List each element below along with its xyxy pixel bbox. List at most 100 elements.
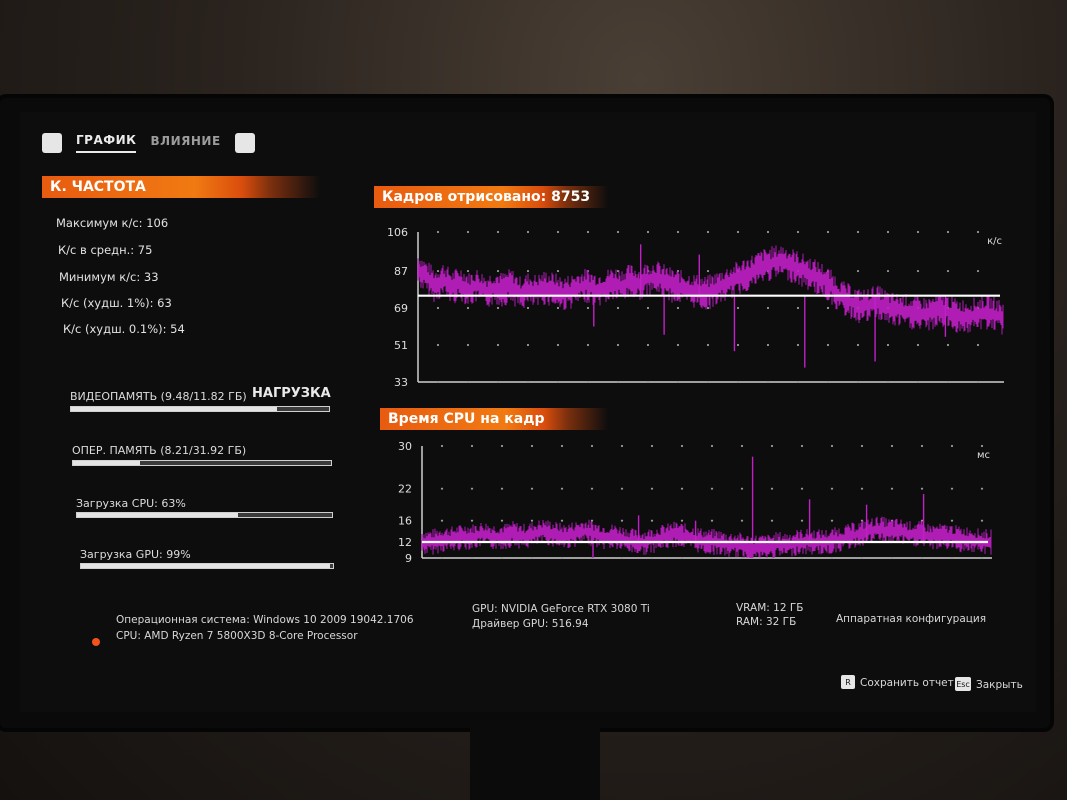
grid-dot bbox=[740, 444, 744, 448]
grid-dot bbox=[526, 269, 530, 273]
grid-dot bbox=[800, 487, 804, 490]
grid-dot bbox=[676, 306, 680, 310]
grid-dot bbox=[470, 556, 474, 560]
grid-dot bbox=[740, 556, 744, 560]
grid-dot bbox=[586, 343, 590, 347]
grid-dot bbox=[826, 306, 830, 310]
unit-label: мс bbox=[977, 450, 990, 461]
grid-dot bbox=[886, 380, 890, 384]
grid-dot bbox=[530, 519, 534, 522]
grid-dot bbox=[706, 306, 710, 310]
y-tick-label: 87 bbox=[394, 265, 408, 278]
grid-dot bbox=[436, 380, 440, 384]
grid-dot bbox=[530, 556, 534, 560]
esc-key-icon[interactable]: Esc bbox=[955, 677, 971, 691]
frames-title: Кадров отрисовано: 8753 bbox=[382, 189, 591, 205]
grid-dot bbox=[916, 230, 920, 234]
grid-dot bbox=[500, 519, 504, 522]
grid-dot bbox=[796, 230, 800, 234]
grid-dot bbox=[796, 343, 800, 347]
grid-dot bbox=[800, 556, 804, 560]
save-report-button[interactable]: Сохранить отчет bbox=[860, 677, 954, 689]
grid-dot bbox=[856, 269, 860, 273]
grid-dot bbox=[620, 487, 624, 490]
grid-dot bbox=[616, 343, 620, 347]
grid-dot bbox=[710, 487, 714, 490]
unit-label: к/с bbox=[987, 236, 1002, 247]
grid-dot bbox=[620, 519, 624, 522]
vram-info: VRAM: 12 ГБ bbox=[736, 602, 804, 614]
grid-dot bbox=[560, 487, 564, 490]
y-tick-label: 69 bbox=[394, 302, 408, 315]
grid-dot bbox=[620, 444, 624, 448]
status-dot bbox=[92, 638, 100, 646]
grid-dot bbox=[496, 230, 500, 234]
grid-dot bbox=[946, 380, 950, 384]
cputime-banner: Время CPU на кадр bbox=[380, 408, 608, 430]
fps-max: Максимум к/с: 106 bbox=[56, 216, 169, 230]
gpu-load-label: Загрузка GPU: 99% bbox=[80, 548, 191, 561]
grid-dot bbox=[586, 306, 590, 310]
tab-influence[interactable]: ВЛИЯНИЕ bbox=[150, 134, 221, 148]
grid-dot bbox=[646, 380, 650, 384]
grid-dot bbox=[530, 487, 534, 490]
grid-dot bbox=[706, 230, 710, 234]
grid-dot bbox=[496, 306, 500, 310]
grid-dot bbox=[440, 444, 444, 448]
cpu-load-label: Загрузка CPU: 63% bbox=[76, 497, 186, 510]
left-bumper-key[interactable] bbox=[42, 133, 62, 153]
grid-dot bbox=[856, 343, 860, 347]
grid-dot bbox=[920, 487, 924, 490]
grid-dot bbox=[616, 380, 620, 384]
grid-dot bbox=[466, 269, 470, 273]
grid-dot bbox=[770, 487, 774, 490]
tab-graph[interactable]: ГРАФИК bbox=[76, 133, 137, 153]
grid-dot bbox=[710, 556, 714, 560]
grid-dot bbox=[976, 269, 980, 273]
grid-dot bbox=[620, 556, 624, 560]
grid-dot bbox=[556, 269, 560, 273]
grid-dot bbox=[946, 343, 950, 347]
grid-dot bbox=[496, 269, 500, 273]
grid-dot bbox=[740, 487, 744, 490]
grid-dot bbox=[470, 487, 474, 490]
grid-dot bbox=[556, 230, 560, 234]
grid-dot bbox=[800, 444, 804, 448]
grid-dot bbox=[500, 487, 504, 490]
cpu-load-fill bbox=[77, 513, 238, 517]
cputime-title: Время CPU на кадр bbox=[388, 411, 545, 427]
grid-dot bbox=[950, 556, 954, 560]
grid-dot bbox=[856, 230, 860, 234]
grid-dot bbox=[706, 343, 710, 347]
grid-dot bbox=[436, 269, 440, 273]
grid-dot bbox=[526, 306, 530, 310]
grid-dot bbox=[680, 519, 684, 522]
grid-dot bbox=[950, 444, 954, 448]
grid-dot bbox=[826, 380, 830, 384]
y-tick-label: 51 bbox=[394, 339, 408, 352]
close-button[interactable]: Закрыть bbox=[976, 679, 1023, 691]
grid-dot bbox=[860, 444, 864, 448]
fps-avg: К/с в средн.: 75 bbox=[58, 243, 153, 257]
y-tick-label: 16 bbox=[398, 515, 412, 528]
grid-dot bbox=[980, 519, 984, 522]
hw-config[interactable]: Аппаратная конфигурация bbox=[836, 613, 987, 625]
grid-dot bbox=[736, 306, 740, 310]
grid-dot bbox=[950, 487, 954, 490]
grid-dot bbox=[766, 380, 770, 384]
fps-low1: К/с (худш. 1%): 63 bbox=[61, 296, 172, 310]
grid-dot bbox=[830, 444, 834, 448]
grid-dot bbox=[440, 519, 444, 522]
grid-dot bbox=[466, 306, 470, 310]
grid-dot bbox=[920, 556, 924, 560]
right-bumper-key[interactable] bbox=[234, 133, 255, 153]
y-tick-label: 33 bbox=[394, 376, 408, 388]
grid-dot bbox=[890, 444, 894, 448]
ram-info: RAM: 32 ГБ bbox=[736, 616, 797, 628]
grid-dot bbox=[436, 306, 440, 310]
driver-info: Драйвер GPU: 516.94 bbox=[472, 618, 589, 630]
save-key-icon[interactable]: R bbox=[841, 675, 855, 689]
load-title: НАГРУЗКА bbox=[252, 386, 331, 401]
grid-dot bbox=[980, 487, 984, 490]
grid-dot bbox=[646, 306, 650, 310]
